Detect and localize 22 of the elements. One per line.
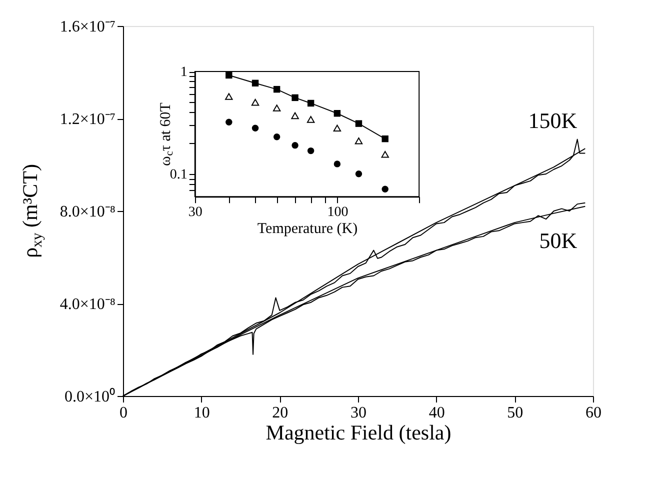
y-tick-label: 0.1 bbox=[170, 167, 188, 182]
x-tick-label: 50 bbox=[507, 404, 524, 422]
y-tick-label: 4.0×10⁻⁸ bbox=[60, 296, 116, 313]
x-tick-label: 40 bbox=[428, 404, 445, 422]
series-label: 50K bbox=[539, 228, 578, 253]
x-axis-title: Magnetic Field (tesla) bbox=[266, 420, 452, 444]
y-axis-title: ρxy (m³CT) bbox=[18, 164, 46, 258]
y-tick-label: 8.0×10⁻⁸ bbox=[60, 204, 116, 220]
x-tick-label: 100 bbox=[327, 205, 348, 220]
series-label: 150K bbox=[528, 108, 578, 134]
x-tick-label: 30 bbox=[350, 404, 366, 422]
y-tick-label: 0.0×10⁰ bbox=[64, 388, 116, 406]
x-axis-title: Temperature (K) bbox=[257, 221, 358, 238]
x-tick-label: 20 bbox=[272, 404, 288, 422]
x-tick-label: 10 bbox=[194, 404, 210, 422]
y-axis-title: ωcτ at 60T bbox=[158, 102, 176, 166]
x-tick-label: 60 bbox=[586, 404, 602, 422]
y-tick-label: 1.6×10⁻⁷ bbox=[60, 18, 116, 36]
x-tick-label: 30 bbox=[188, 205, 202, 220]
y-tick-label: 1 bbox=[180, 65, 188, 80]
y-tick-label: 1.2×10⁻⁷ bbox=[60, 111, 116, 128]
x-tick-label: 0 bbox=[120, 404, 128, 422]
